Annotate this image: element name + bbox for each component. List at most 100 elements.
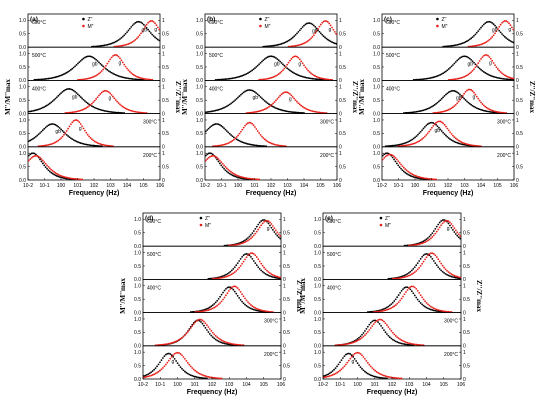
temperature-label: 300°C xyxy=(320,120,334,126)
temperature-label: 500°C xyxy=(209,53,223,59)
peak-label-gb: gb xyxy=(253,95,259,101)
z-point xyxy=(440,97,443,100)
m-point xyxy=(386,308,388,311)
m-point xyxy=(352,341,355,344)
z-point xyxy=(232,77,235,79)
m-point xyxy=(91,138,93,141)
z-point xyxy=(213,123,216,126)
z-point xyxy=(412,176,415,178)
z-point xyxy=(422,127,425,130)
m-point xyxy=(222,276,224,279)
z-point xyxy=(249,89,252,91)
m-point xyxy=(131,73,134,76)
z-point xyxy=(365,328,368,330)
m-point xyxy=(247,239,249,242)
z-point xyxy=(470,37,473,40)
z-point xyxy=(216,123,218,125)
z-point xyxy=(110,111,113,113)
m-point xyxy=(188,329,191,331)
m-point xyxy=(307,108,310,111)
z-point xyxy=(435,310,438,312)
m-point xyxy=(406,341,409,344)
m-point xyxy=(406,275,409,278)
z-point xyxy=(457,142,460,145)
m-point xyxy=(144,376,147,378)
m-point xyxy=(310,72,312,75)
z-point xyxy=(468,38,471,41)
m-point xyxy=(266,219,268,222)
z-point xyxy=(232,267,235,270)
z-point xyxy=(425,238,428,241)
y-tick-label-right: 1 xyxy=(516,85,519,91)
m-point xyxy=(391,306,394,309)
z-point xyxy=(32,137,34,140)
m-point xyxy=(225,294,227,297)
m-point xyxy=(230,273,233,276)
z-point xyxy=(211,336,214,338)
z-point xyxy=(446,135,449,138)
m-point xyxy=(300,104,303,107)
m-point xyxy=(235,243,238,246)
z-point xyxy=(123,76,126,79)
z-point xyxy=(226,343,229,346)
m-point xyxy=(162,343,164,346)
z-point xyxy=(435,225,438,228)
z-point xyxy=(126,77,128,80)
z-point xyxy=(411,111,414,114)
z-point xyxy=(429,106,432,109)
z-point xyxy=(182,369,185,372)
z-point xyxy=(412,267,415,270)
z-point xyxy=(408,140,411,143)
z-point xyxy=(410,269,413,272)
y-tick-label: 0.5 xyxy=(196,131,203,137)
m-point xyxy=(184,334,186,336)
peak-label-g: g xyxy=(118,61,121,67)
z-point xyxy=(172,355,175,358)
m-point xyxy=(304,107,307,110)
z-point xyxy=(433,76,436,78)
m-point xyxy=(100,143,103,146)
m-point xyxy=(74,110,77,113)
m-point xyxy=(350,355,353,358)
m-point xyxy=(164,363,167,366)
z-point xyxy=(232,288,235,291)
m-point xyxy=(399,299,402,302)
z-point xyxy=(62,89,65,92)
z-point xyxy=(422,304,425,307)
m-point xyxy=(189,327,192,329)
y-tick-label-right: 0.5 xyxy=(283,330,290,336)
m-point xyxy=(127,108,130,111)
m-point xyxy=(151,20,154,22)
m-point xyxy=(473,68,475,70)
m-point xyxy=(261,109,263,112)
z-point xyxy=(124,76,127,79)
z-point xyxy=(471,60,474,63)
m-point xyxy=(55,172,58,175)
z-point xyxy=(470,59,473,61)
z-point xyxy=(471,36,474,39)
z-point xyxy=(218,108,221,111)
z-point xyxy=(509,40,512,42)
z-point xyxy=(394,340,397,343)
z-point xyxy=(438,126,440,129)
z-point xyxy=(416,110,419,113)
m-point xyxy=(102,68,105,71)
z-point xyxy=(206,129,209,131)
z-point xyxy=(447,45,450,48)
z-point xyxy=(492,75,495,78)
m-point xyxy=(75,178,78,180)
z-point xyxy=(237,76,239,78)
z-point xyxy=(100,109,103,112)
temperature-label: 500°C xyxy=(147,252,161,258)
m-point xyxy=(140,111,142,114)
m-point xyxy=(223,164,225,167)
y-tick-label-right: 0 xyxy=(463,344,466,350)
m-point xyxy=(380,310,382,313)
m-point xyxy=(480,43,482,46)
m-point xyxy=(436,120,439,123)
legend: Z''M'' xyxy=(436,17,448,30)
m-point xyxy=(481,56,484,59)
m-point xyxy=(138,111,141,114)
m-point xyxy=(43,144,46,147)
m-point xyxy=(147,78,149,81)
